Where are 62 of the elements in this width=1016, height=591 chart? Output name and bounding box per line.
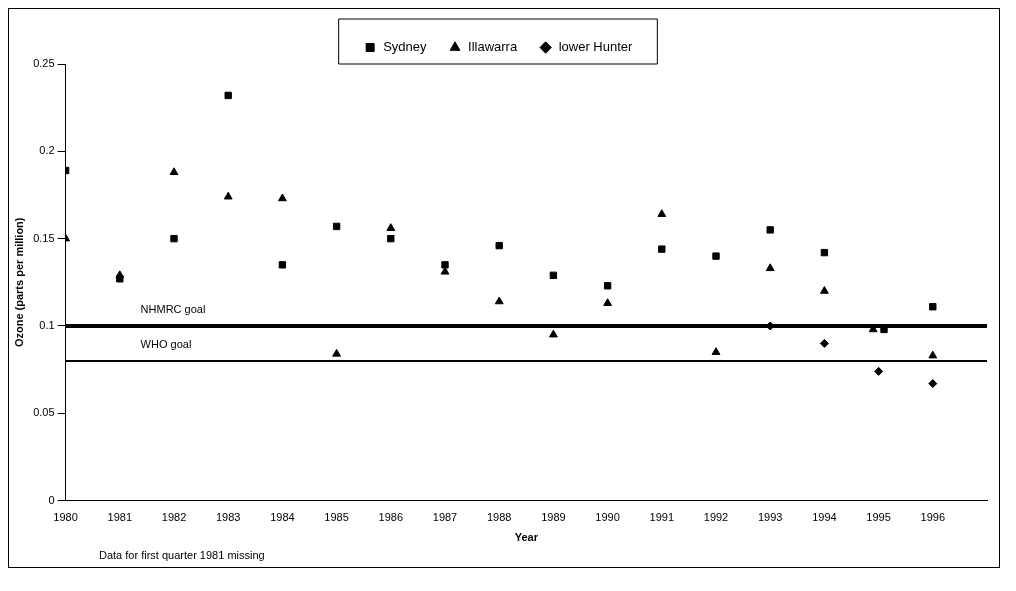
point [928, 379, 938, 389]
point [115, 270, 125, 279]
point [820, 286, 829, 294]
y-axis-title: Ozone (parts per million) [12, 217, 25, 348]
point [494, 296, 504, 305]
y-tick-label: 0.15 [33, 231, 55, 244]
point [928, 350, 938, 359]
point [170, 234, 178, 243]
x-tick-label: 1993 [757, 511, 783, 524]
point [549, 329, 558, 338]
x-tick-label: 1996 [920, 511, 946, 524]
y-tick-label: 0.25 [33, 57, 55, 70]
point [278, 261, 287, 269]
point [278, 193, 287, 202]
point [765, 263, 775, 272]
y-tick-label: 0 [48, 493, 55, 506]
x-tick-label: 1981 [107, 511, 133, 524]
point [819, 338, 829, 348]
x-tick-label: 1985 [324, 511, 349, 524]
point [766, 226, 774, 234]
point [169, 167, 179, 176]
point [657, 209, 667, 217]
x-tick-label: 1980 [53, 511, 78, 524]
point [332, 348, 341, 357]
x-tick-label: 1986 [378, 511, 404, 524]
legend-label: Sydney [383, 39, 428, 55]
point [874, 366, 884, 376]
x-tick-label: 1989 [541, 511, 566, 524]
x-tick-label: 1992 [703, 511, 729, 524]
point [549, 271, 558, 279]
x-tick-label: 1991 [649, 511, 675, 524]
y-tick-label: 0.1 [39, 318, 55, 331]
point [711, 347, 721, 355]
x-tick-label: 1994 [812, 511, 837, 524]
legend-label: Illawarra [468, 39, 518, 55]
point [603, 298, 612, 307]
legend-label: lower Hunter [558, 39, 634, 55]
x-tick-label: 1984 [270, 511, 295, 524]
x-tick-label: 1983 [215, 511, 241, 524]
point [820, 248, 829, 257]
point [332, 222, 341, 231]
y-tick-label: 0.05 [33, 406, 55, 419]
point [386, 223, 396, 231]
point [441, 261, 449, 269]
text: Data for first quarter 1981 missing [99, 549, 266, 561]
ref-line-label: NHMRC goal [140, 303, 206, 316]
point [658, 245, 666, 253]
point [223, 191, 233, 200]
point [224, 91, 232, 100]
x-tick-label: 1988 [486, 511, 512, 524]
x-tick-label: 1982 [161, 511, 187, 524]
x-tick-label: 1987 [432, 511, 458, 524]
point [712, 252, 720, 260]
y-tick-label: 0.2 [39, 144, 55, 157]
x-tick-label: 1995 [866, 511, 891, 524]
point [929, 303, 937, 311]
point [603, 282, 612, 290]
point [495, 241, 503, 250]
x-axis-title: Year [514, 531, 539, 544]
point [387, 234, 395, 243]
x-tick-label: 1990 [595, 511, 620, 524]
ref-line-label: WHO goal [140, 338, 192, 351]
